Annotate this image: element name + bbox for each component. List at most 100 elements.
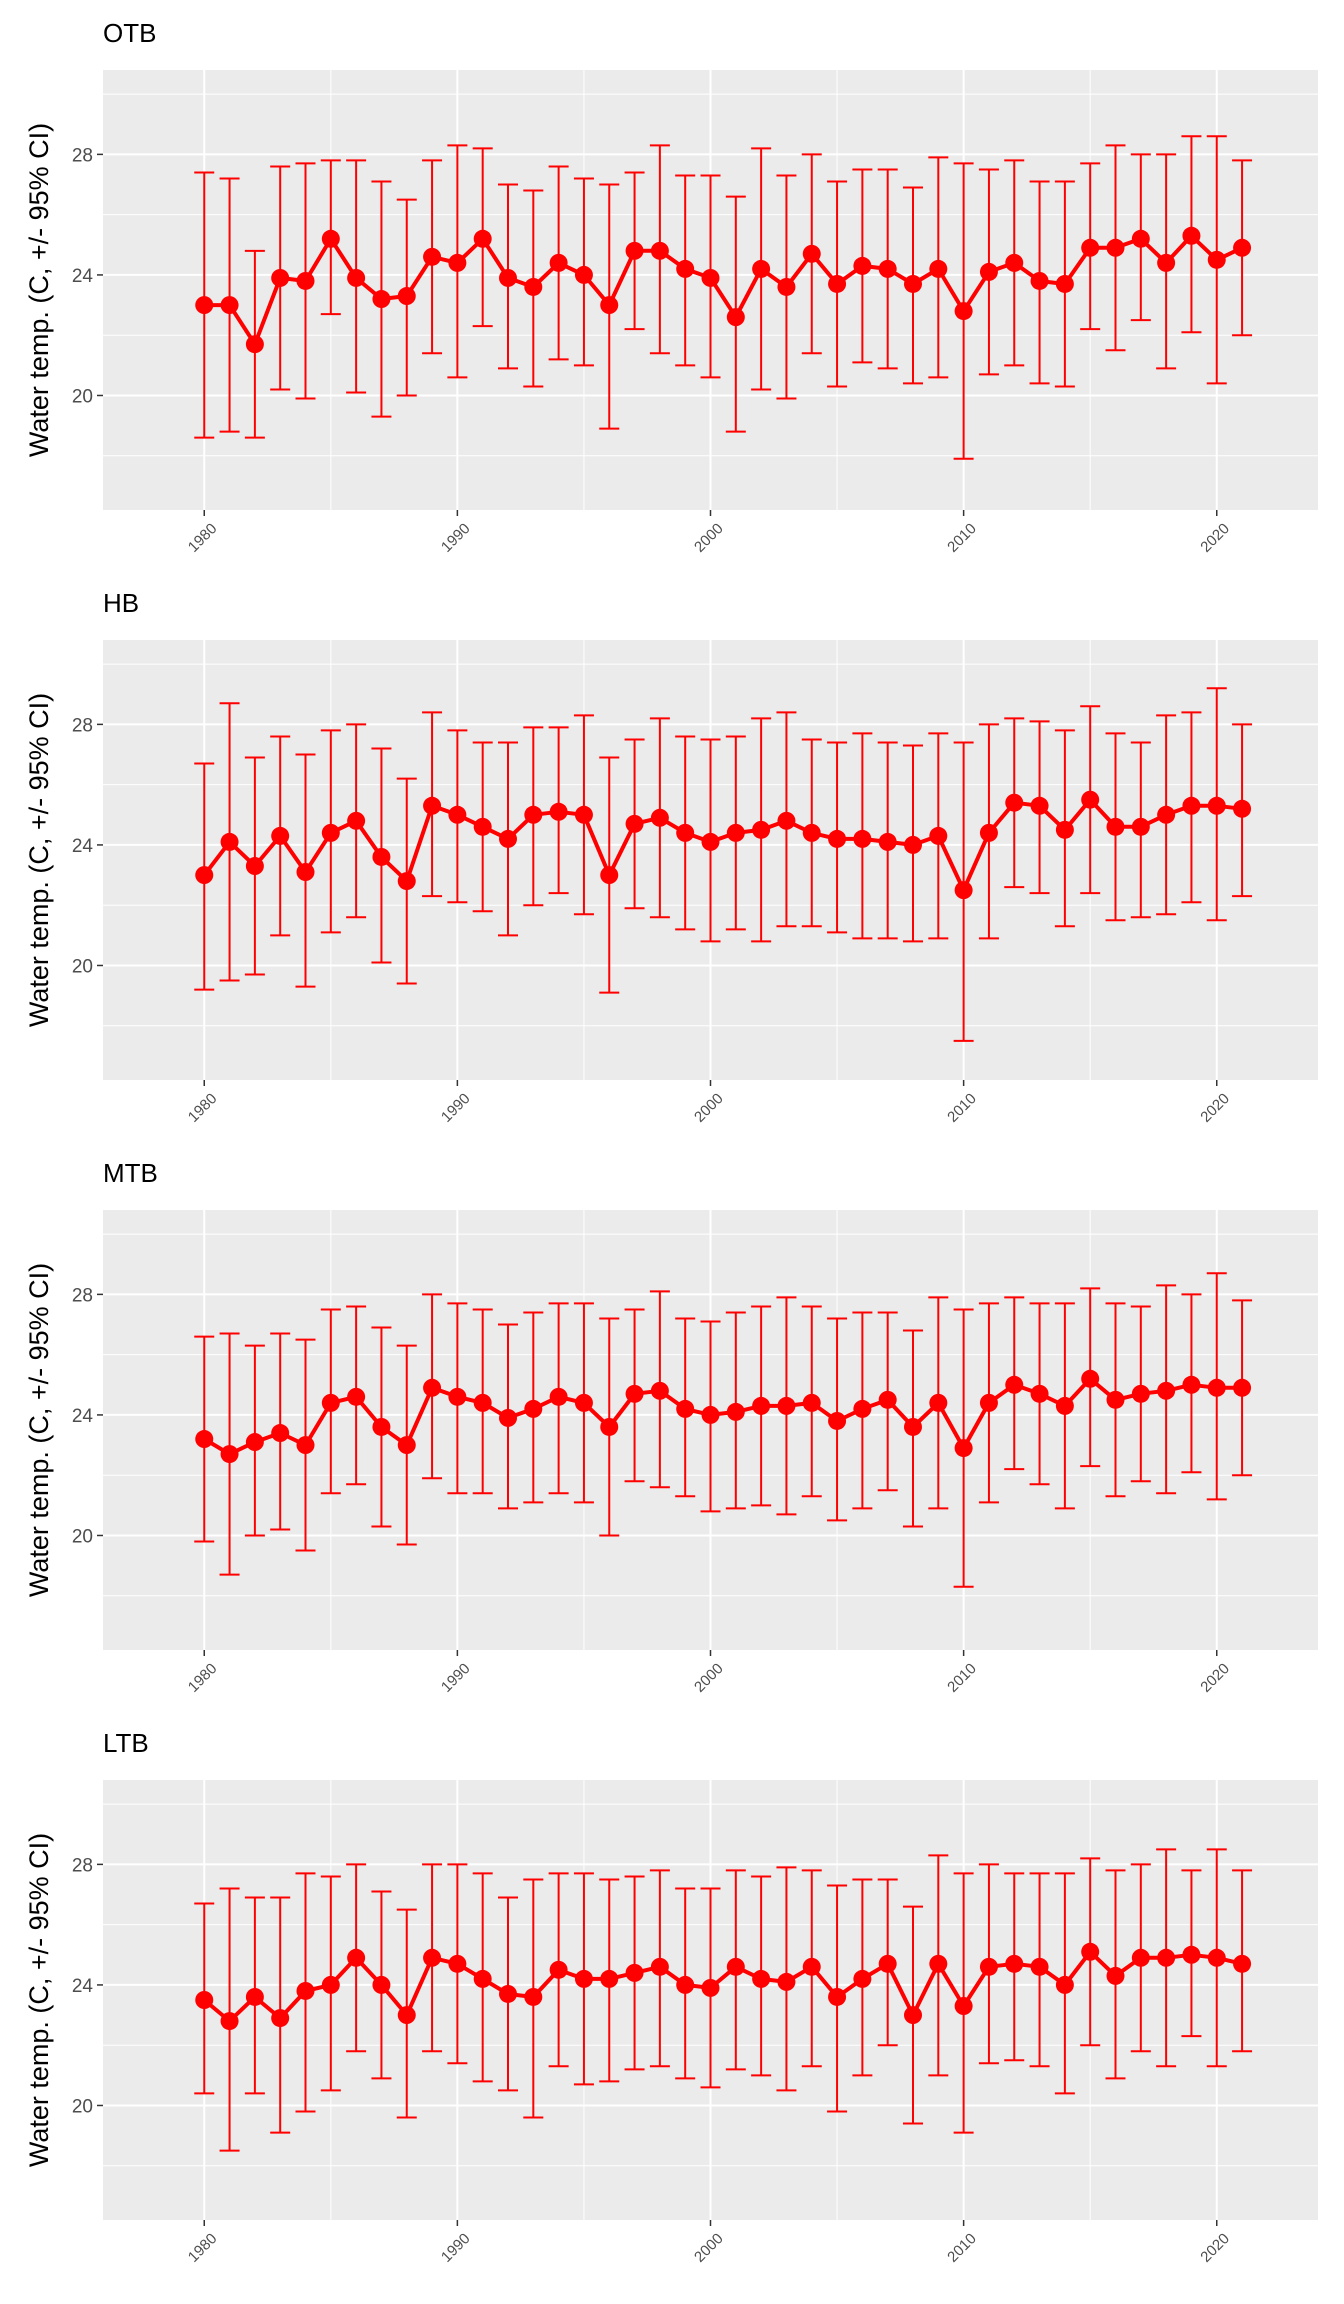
data-point bbox=[1030, 796, 1049, 815]
data-point bbox=[296, 1436, 315, 1455]
data-point bbox=[828, 1987, 847, 2006]
data-point bbox=[701, 832, 720, 851]
x-tick-label: 2010 bbox=[944, 520, 980, 556]
data-point bbox=[195, 296, 214, 315]
x-tick-label: 1990 bbox=[438, 2230, 474, 2266]
y-axis-title: Water temp. (C, +/- 95% CI) bbox=[24, 1833, 54, 2167]
data-point bbox=[499, 1408, 517, 1427]
data-point bbox=[1157, 1381, 1176, 1400]
data-point bbox=[220, 2012, 239, 2031]
data-point bbox=[473, 229, 492, 248]
data-point bbox=[752, 1969, 771, 1988]
data-point bbox=[1157, 805, 1176, 824]
data-point bbox=[549, 802, 568, 821]
data-point bbox=[245, 1433, 264, 1452]
y-tick-label: 24 bbox=[72, 1976, 94, 1997]
data-point bbox=[574, 805, 593, 824]
data-point bbox=[929, 259, 948, 278]
data-point bbox=[448, 253, 467, 272]
data-point bbox=[1157, 253, 1176, 272]
data-point bbox=[1182, 1945, 1201, 1964]
y-tick-label: 24 bbox=[72, 836, 94, 857]
data-point bbox=[397, 872, 416, 891]
data-point bbox=[524, 1987, 543, 2006]
y-tick-label: 20 bbox=[72, 956, 93, 977]
data-point bbox=[1106, 817, 1125, 836]
data-point bbox=[271, 1424, 290, 1443]
x-tick-label: 2010 bbox=[944, 1090, 980, 1126]
data-point bbox=[802, 1957, 821, 1976]
data-point bbox=[347, 1387, 366, 1406]
data-point bbox=[423, 247, 442, 266]
data-point bbox=[524, 277, 543, 296]
data-point bbox=[802, 244, 821, 263]
data-point bbox=[625, 814, 644, 833]
data-point bbox=[726, 308, 745, 327]
x-tick-label: 2000 bbox=[691, 520, 727, 556]
data-point bbox=[625, 241, 644, 260]
data-point bbox=[372, 290, 391, 309]
data-point bbox=[397, 2006, 416, 2025]
data-point bbox=[321, 823, 340, 842]
data-point bbox=[828, 829, 847, 848]
data-point bbox=[245, 857, 264, 876]
data-point bbox=[321, 229, 340, 248]
data-point bbox=[448, 1387, 467, 1406]
data-point bbox=[296, 1981, 315, 2000]
data-point bbox=[929, 1954, 948, 1973]
panel-title: MTB bbox=[103, 1158, 158, 1188]
y-axis-title: Water temp. (C, +/- 95% CI) bbox=[24, 693, 54, 1027]
data-point bbox=[954, 1439, 973, 1458]
data-point bbox=[1055, 274, 1074, 293]
data-point bbox=[220, 296, 239, 315]
data-point bbox=[752, 259, 771, 278]
data-point bbox=[1233, 1378, 1252, 1397]
data-point bbox=[372, 1975, 391, 1994]
x-tick-label: 1980 bbox=[185, 2230, 221, 2266]
data-point bbox=[1182, 1375, 1201, 1394]
data-point bbox=[1157, 1948, 1176, 1967]
data-point bbox=[549, 1960, 568, 1979]
data-point bbox=[777, 277, 796, 296]
data-point bbox=[423, 1948, 442, 1967]
data-point bbox=[979, 262, 998, 281]
data-point bbox=[777, 1972, 796, 1991]
data-point bbox=[904, 274, 922, 293]
data-point bbox=[929, 1393, 948, 1412]
data-point bbox=[853, 1969, 872, 1988]
data-point bbox=[600, 1969, 619, 1988]
data-point bbox=[195, 1991, 214, 2009]
data-point bbox=[1005, 1375, 1024, 1394]
data-point bbox=[1005, 1954, 1024, 1973]
data-point bbox=[1081, 1369, 1100, 1388]
data-point bbox=[524, 1399, 543, 1418]
x-tick-label: 2020 bbox=[1197, 1660, 1233, 1696]
data-point bbox=[372, 847, 391, 866]
data-point bbox=[600, 296, 619, 315]
y-tick-label: 28 bbox=[72, 145, 93, 166]
data-point bbox=[726, 823, 745, 842]
data-point bbox=[271, 826, 290, 845]
data-point bbox=[473, 1969, 492, 1988]
data-point bbox=[878, 832, 897, 851]
data-point bbox=[853, 256, 872, 275]
data-point bbox=[1182, 226, 1201, 245]
data-point bbox=[499, 268, 517, 287]
x-tick-label: 1990 bbox=[438, 520, 474, 556]
data-point bbox=[853, 829, 872, 848]
data-point bbox=[347, 811, 366, 830]
data-point bbox=[321, 1393, 340, 1412]
data-point bbox=[1081, 1942, 1100, 1961]
y-tick-label: 24 bbox=[72, 266, 94, 287]
data-point bbox=[423, 796, 442, 815]
data-point bbox=[676, 1399, 695, 1418]
y-tick-label: 20 bbox=[72, 2096, 93, 2117]
data-point bbox=[1207, 250, 1226, 269]
x-tick-label: 1980 bbox=[185, 1660, 221, 1696]
data-point bbox=[296, 271, 315, 290]
x-tick-label: 2020 bbox=[1197, 1090, 1233, 1126]
data-point bbox=[195, 866, 214, 885]
data-point bbox=[220, 1445, 239, 1464]
panel-otb: 20 24 28 1980 1990 2000 2010 2020 Water temp. (C… bbox=[24, 18, 1318, 556]
